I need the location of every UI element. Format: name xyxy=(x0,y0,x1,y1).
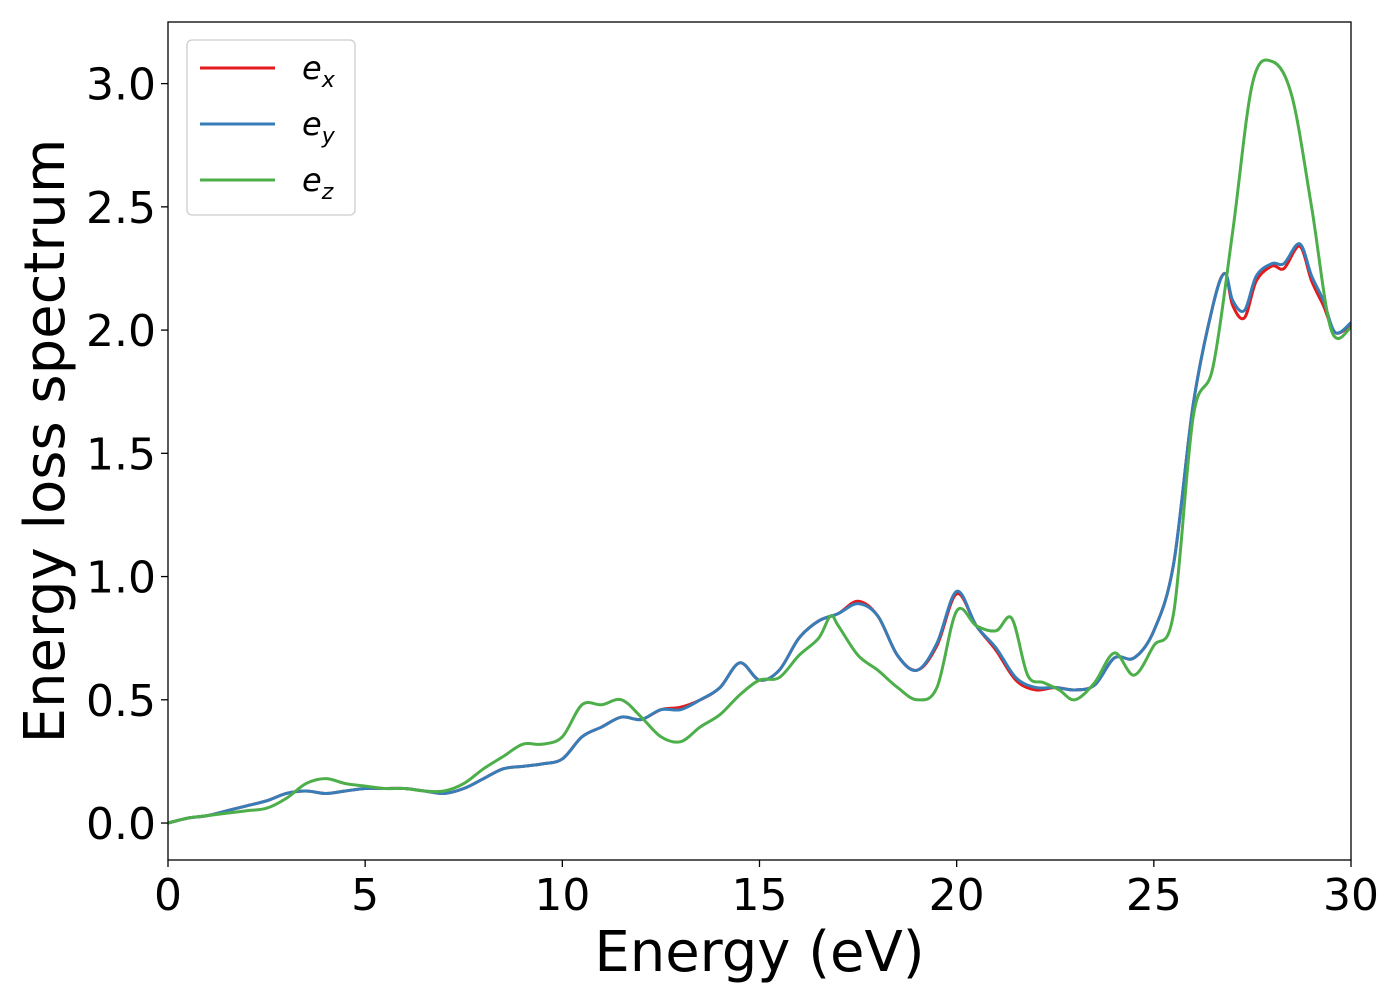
y-tick-label: 0.0 xyxy=(86,799,156,850)
x-tick-label: 5 xyxy=(351,870,379,921)
legend-label-y: ey xyxy=(302,105,336,149)
y-tick-label: 1.5 xyxy=(86,429,156,480)
x-axis-title: Energy (eV) xyxy=(594,920,924,985)
x-tick-label: 30 xyxy=(1323,870,1379,921)
y-axis-title: Energy loss spectrum xyxy=(13,139,78,744)
legend-box xyxy=(186,39,356,216)
legend-label-x: ex xyxy=(302,49,336,93)
x-tick-label: 20 xyxy=(929,870,985,921)
legend: ex ey ez xyxy=(186,39,356,216)
legend-label-z: ez xyxy=(302,161,334,205)
axis-ticks: 0 5 10 15 20 25 30 0.0 0.5 1.0 1.5 2.0 2.5 3.0 xyxy=(86,60,1379,921)
y-tick-label: 2.0 xyxy=(86,306,156,357)
y-tick-label: 3.0 xyxy=(86,60,156,111)
y-tick-label: 0.5 xyxy=(86,676,156,727)
x-tick-label: 10 xyxy=(534,870,590,921)
x-tick-label: 0 xyxy=(154,870,182,921)
y-tick-label: 1.0 xyxy=(86,553,156,604)
y-tick-label: 2.5 xyxy=(86,183,156,234)
x-tick-label: 25 xyxy=(1126,870,1182,921)
x-tick-label: 15 xyxy=(732,870,788,921)
series-line-z xyxy=(168,58,1351,825)
plot-area xyxy=(168,58,1351,825)
